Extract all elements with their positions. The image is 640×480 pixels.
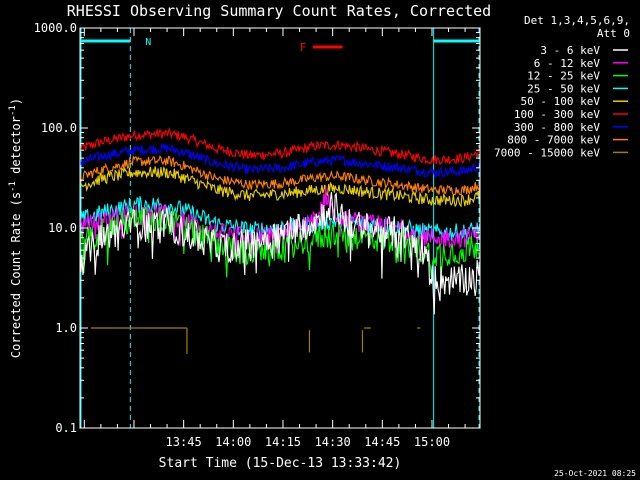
legend-header-detectors: Det 1,3,4,5,6,9, — [524, 14, 630, 27]
x-tick-label: 14:15 — [265, 435, 301, 449]
x-tick-label: 14:00 — [215, 435, 251, 449]
y-axis-label-main: Corrected Count Rate (s — [9, 192, 23, 358]
legend-label: 300 - 800 keV — [514, 121, 600, 134]
legend-label: 800 - 7000 keV — [507, 134, 600, 147]
y-axis-label-sup2: -1 — [8, 105, 18, 116]
series-line-800-7000-kev — [79, 154, 481, 196]
legend-header-attenuator: Att 0 — [597, 27, 630, 40]
legend-label: 50 - 100 keV — [521, 95, 601, 108]
chart-title: RHESSI Observing Summary Count Rates, Co… — [67, 2, 491, 20]
x-tick-label: 14:30 — [315, 435, 351, 449]
series-line-25-50-kev — [79, 196, 481, 243]
x-tick-label: 14:45 — [364, 435, 400, 449]
x-tick-label: 13:45 — [166, 435, 202, 449]
legend-label: 12 - 25 keV — [527, 70, 600, 83]
flare-marker-label: F — [300, 41, 307, 54]
series-line-100-300-kev — [79, 127, 481, 166]
x-tick-label: 15:00 — [414, 435, 450, 449]
y-tick-label: 0.1 — [55, 421, 77, 435]
y-tick-label: 100.0 — [41, 121, 77, 135]
series-line-300-800-kev — [79, 143, 481, 179]
y-tick-label: 1.0 — [55, 321, 77, 335]
y-tick-label: 10.0 — [48, 221, 77, 235]
y-axis-label-sup1: -1 — [8, 181, 18, 192]
legend-label: 25 - 50 keV — [527, 82, 600, 95]
y-axis-label: Corrected Count Rate (s-1 detector-1) — [8, 98, 23, 358]
saa-marker-label: N — [145, 37, 151, 48]
timestamp: 25-Oct-2021 08:25 — [554, 469, 636, 478]
series-line-50-100-kev — [79, 165, 481, 208]
y-axis-label-mid: detector — [9, 116, 23, 181]
y-axis-label-end: ) — [9, 98, 23, 105]
x-axis-label: Start Time (15-Dec-13 13:33:42) — [159, 456, 402, 471]
series-line-12-25-kev — [79, 205, 481, 278]
y-tick-label: 1000.0 — [34, 21, 77, 35]
series-line-3-6-kev — [79, 191, 481, 315]
legend-label: 6 - 12 keV — [534, 57, 601, 70]
legend-label: 3 - 6 keV — [540, 44, 600, 57]
legend-label: 7000 - 15000 keV — [494, 146, 600, 159]
series-layer — [79, 127, 481, 354]
axes-layer: 1000.0 100.0 10.0 1.0 0.1 13:45 14:00 14:15 14:3… — [34, 21, 480, 449]
legend-label: 100 - 300 keV — [514, 108, 600, 121]
